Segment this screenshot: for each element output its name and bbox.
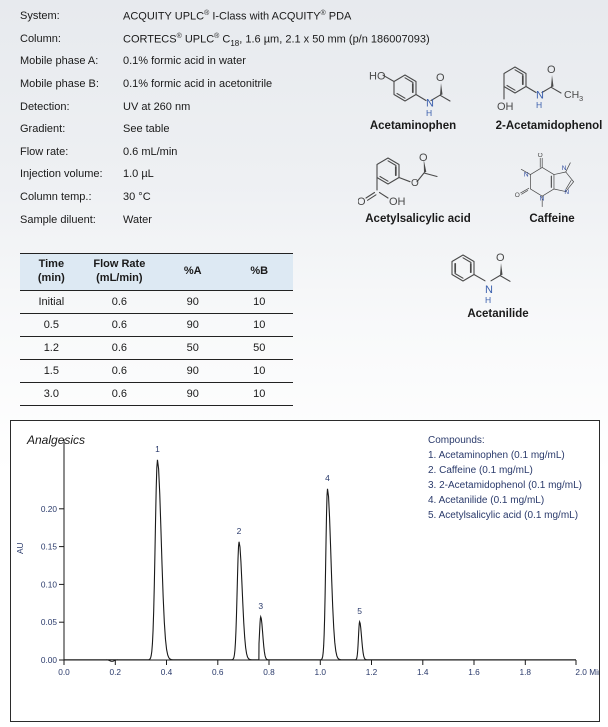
svg-text:1.2: 1.2	[366, 667, 378, 677]
svg-text:0.00: 0.00	[41, 655, 58, 665]
svg-text:H: H	[485, 295, 491, 305]
svg-text:0.6: 0.6	[212, 667, 224, 677]
svg-text:1.4: 1.4	[417, 667, 429, 677]
svg-text:CH: CH	[564, 89, 579, 101]
svg-text:OH: OH	[497, 101, 514, 113]
svg-text:2.0 Min: 2.0 Min	[575, 667, 599, 677]
svg-text:O: O	[358, 196, 366, 208]
svg-text:O: O	[436, 72, 445, 84]
svg-text:1.6: 1.6	[468, 667, 480, 677]
svg-text:0.4: 0.4	[161, 667, 173, 677]
svg-text:O: O	[419, 153, 428, 164]
svg-text:HO: HO	[369, 71, 386, 83]
svg-text:2: 2	[237, 526, 242, 536]
svg-text:AU: AU	[15, 542, 25, 554]
svg-text:N: N	[562, 165, 567, 172]
svg-text:3: 3	[258, 601, 263, 611]
svg-text:5: 5	[357, 606, 362, 616]
svg-text:N: N	[524, 172, 529, 179]
svg-text:1: 1	[155, 444, 160, 454]
svg-text:0.15: 0.15	[41, 542, 58, 552]
svg-text:1.8: 1.8	[520, 667, 532, 677]
svg-text:H: H	[426, 108, 432, 118]
svg-text:O: O	[538, 153, 543, 159]
svg-text:0.20: 0.20	[41, 504, 58, 514]
svg-text:0.10: 0.10	[41, 579, 58, 589]
svg-text:O: O	[411, 178, 419, 189]
svg-text:O: O	[547, 64, 556, 76]
svg-text:4: 4	[325, 473, 330, 483]
svg-text:0.2: 0.2	[110, 667, 122, 677]
svg-text:3: 3	[579, 94, 583, 103]
svg-text:0.0: 0.0	[58, 667, 70, 677]
svg-text:N: N	[564, 189, 569, 196]
svg-text:0.05: 0.05	[41, 617, 58, 627]
svg-text:0.8: 0.8	[263, 667, 275, 677]
svg-text:O: O	[515, 192, 520, 199]
svg-text:H: H	[536, 100, 542, 110]
svg-text:O: O	[496, 252, 505, 264]
svg-text:1.0: 1.0	[315, 667, 327, 677]
svg-text:OH: OH	[389, 196, 406, 208]
svg-text:N: N	[540, 196, 545, 203]
